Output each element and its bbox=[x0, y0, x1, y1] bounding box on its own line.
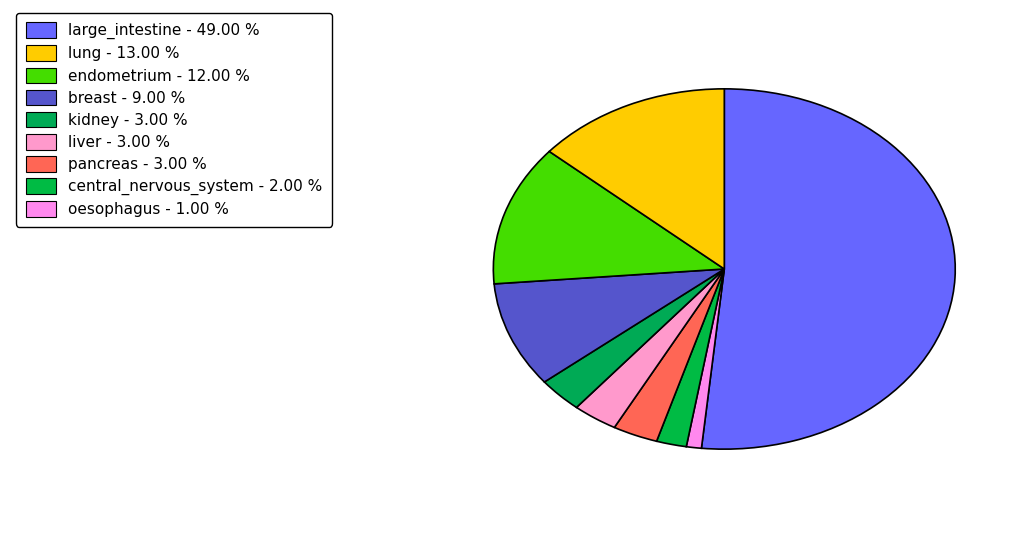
Wedge shape bbox=[549, 89, 724, 269]
Wedge shape bbox=[701, 89, 955, 449]
Wedge shape bbox=[576, 269, 724, 427]
Wedge shape bbox=[493, 151, 724, 284]
Wedge shape bbox=[686, 269, 724, 448]
Wedge shape bbox=[614, 269, 724, 441]
Legend: large_intestine - 49.00 %, lung - 13.00 %, endometrium - 12.00 %, breast - 9.00 : large_intestine - 49.00 %, lung - 13.00 … bbox=[16, 13, 331, 226]
Wedge shape bbox=[544, 269, 724, 407]
Wedge shape bbox=[656, 269, 724, 447]
Wedge shape bbox=[494, 269, 724, 382]
